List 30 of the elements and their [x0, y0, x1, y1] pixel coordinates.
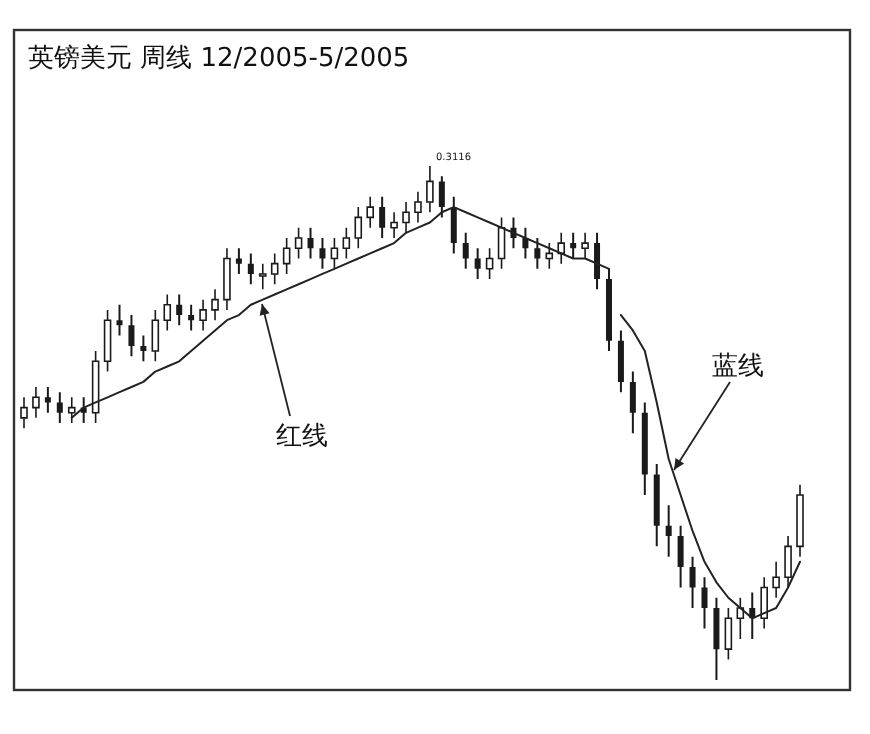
candlestick [151, 309, 160, 363]
candlestick [557, 232, 566, 265]
annotation: 蓝线 [712, 352, 764, 382]
candlestick [784, 535, 792, 589]
candlestick [330, 237, 339, 270]
candlestick [426, 165, 434, 214]
candlestick [581, 232, 589, 260]
candlestick [32, 386, 40, 419]
candlestick [258, 262, 267, 291]
candlestick [366, 196, 375, 229]
candlestick [497, 216, 506, 270]
candlestick [20, 396, 28, 429]
candlestick [545, 242, 554, 270]
candlestick [342, 226, 351, 260]
candlestick [485, 247, 494, 280]
candlestick [724, 607, 733, 661]
annotation: 红线 [276, 422, 328, 452]
candlestick [772, 560, 780, 599]
candlestick [163, 293, 172, 332]
candlestick [270, 252, 279, 286]
candlestick [211, 288, 219, 321]
candlestick [223, 247, 231, 311]
candlestick [282, 237, 291, 275]
candlestick [199, 298, 207, 332]
candlestick [390, 211, 398, 239]
candlestick [103, 309, 112, 373]
candlestick [796, 483, 804, 558]
chart-title: 英镑美元 周线 12/2005-5/2005 [28, 42, 410, 74]
candlestick [354, 206, 363, 250]
candlestick [294, 226, 303, 260]
